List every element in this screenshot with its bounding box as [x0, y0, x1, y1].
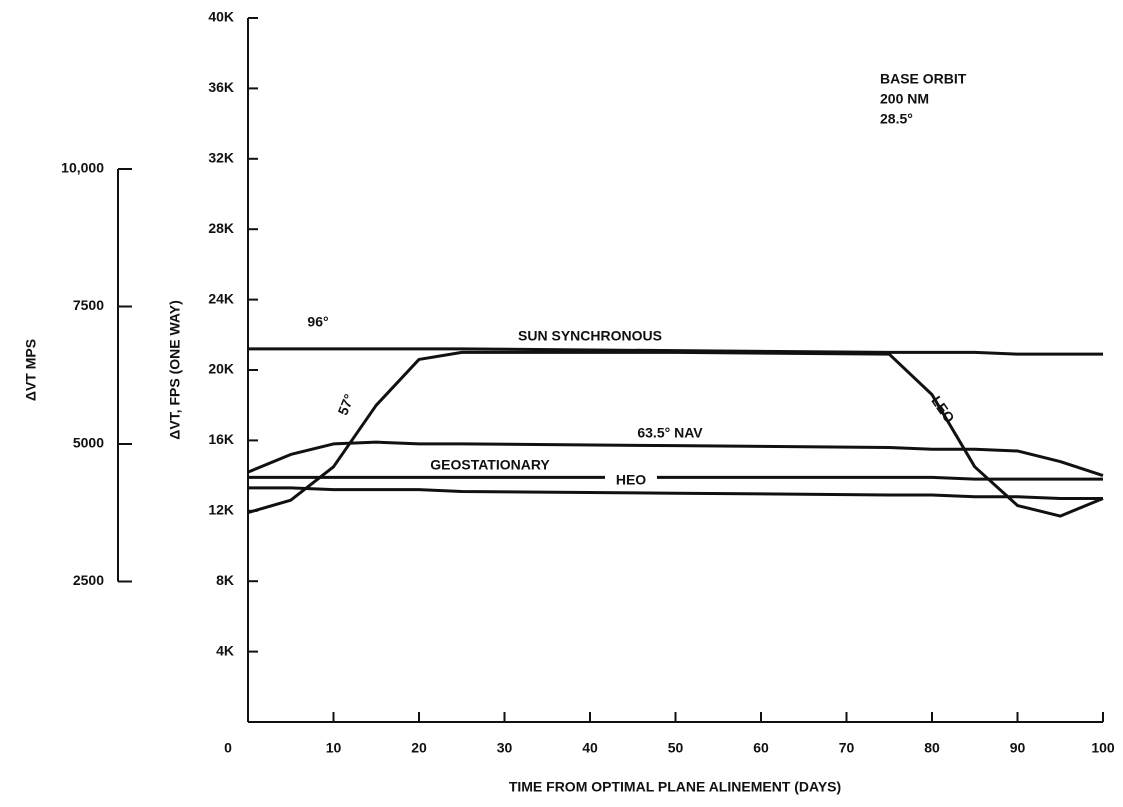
series-label: LEO [928, 393, 958, 426]
y-axis-label: ΔVT, FPS (ONE WAY) [167, 300, 183, 439]
x-tick-label: 80 [924, 740, 940, 756]
y-tick-label: 36K [208, 79, 234, 95]
annotation: 200 NM [880, 91, 929, 107]
y2-tick-label: 10,000 [61, 160, 104, 176]
y-tick-label: 40K [208, 9, 234, 25]
x-axis-label: TIME FROM OPTIMAL PLANE ALINEMENT (DAYS) [509, 779, 841, 795]
x-tick-label: 10 [326, 740, 342, 756]
y-tick-label: 12K [208, 502, 234, 518]
y2-tick-label: 7500 [73, 297, 104, 313]
series-label: SUN SYNCHRONOUS [518, 328, 662, 344]
annotation: 57° [334, 392, 357, 418]
y-tick-label: 4K [216, 642, 234, 658]
y-tick-label: 32K [208, 150, 234, 166]
x-tick-label: 60 [753, 740, 769, 756]
y-tick-label: 16K [208, 431, 234, 447]
x-tick-label: 40 [582, 740, 598, 756]
series-line [247, 440, 1104, 478]
x-tick-label: 90 [1010, 740, 1026, 756]
y-tick-label: 28K [208, 220, 234, 236]
series-label: 63.5° NAV [637, 425, 703, 441]
y2-tick-label: 5000 [73, 435, 104, 451]
x-tick-label: 30 [497, 740, 513, 756]
series-label: HEO [616, 472, 646, 488]
x-tick-label: 100 [1091, 740, 1115, 756]
label-bg [605, 472, 657, 490]
series-line [248, 475, 1103, 481]
y2-tick-label: 2500 [73, 572, 104, 588]
annotation: BASE ORBIT [880, 71, 967, 87]
series-label: GEOSTATIONARY [430, 457, 550, 473]
y2-axis-label: ΔVT MPS [23, 339, 39, 401]
y-tick-label: 8K [216, 572, 234, 588]
series-line [248, 347, 1103, 356]
series-line [248, 486, 1103, 500]
x-tick-label: 20 [411, 740, 427, 756]
x-tick-label: 0 [224, 740, 232, 756]
y-tick-label: 24K [208, 290, 234, 306]
series-line [247, 350, 1104, 518]
x-tick-label: 50 [668, 740, 684, 756]
annotation: 28.5° [880, 111, 913, 127]
y-tick-label: 20K [208, 361, 234, 377]
annotation: 96° [307, 314, 328, 330]
x-tick-label: 70 [839, 740, 855, 756]
